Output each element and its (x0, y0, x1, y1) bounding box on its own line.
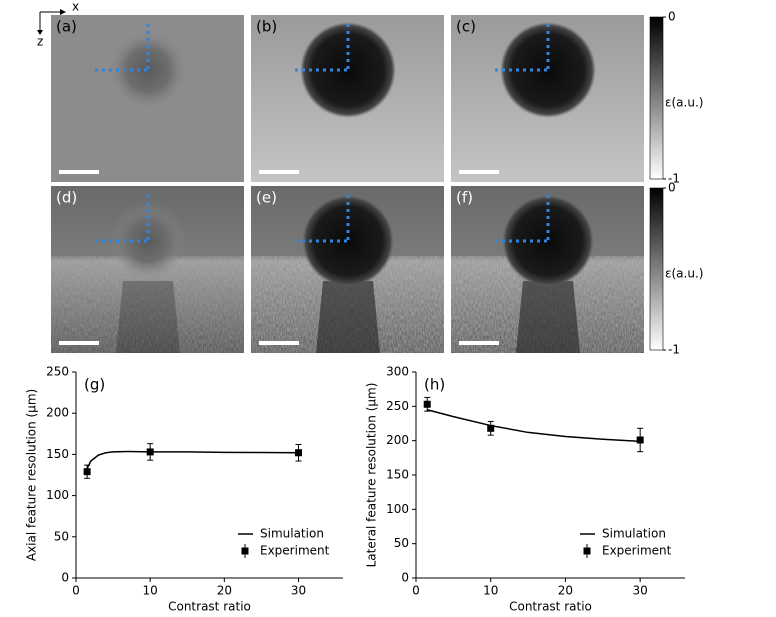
marker (83, 468, 91, 476)
colorbar (649, 187, 664, 351)
y-tick-label: 50 (394, 536, 409, 550)
inclusion (110, 203, 186, 279)
scale-bar (259, 341, 299, 345)
colorbar-tick-label: 0 (668, 181, 676, 195)
panel-label: (e) (256, 189, 277, 207)
scale-bar (459, 341, 499, 345)
marker (636, 436, 644, 444)
shadow (116, 281, 180, 353)
y-tick-label: 200 (46, 406, 69, 420)
colorbar-label: ε(a.u.) (665, 267, 703, 281)
marker (146, 448, 154, 456)
x-tick-label: 30 (633, 584, 648, 598)
y-tick-label: 100 (46, 488, 69, 502)
y-tick-label: 300 (386, 365, 409, 379)
axis-label: z (37, 35, 43, 49)
x-tick-label: 30 (291, 584, 306, 598)
arrow-head (37, 30, 43, 35)
y-tick-label: 150 (46, 447, 69, 461)
y-tick-label: 100 (386, 502, 409, 516)
y-tick-label: 0 (61, 571, 69, 585)
panel-label: (c) (456, 18, 476, 36)
y-tick-label: 50 (54, 529, 69, 543)
inclusion (502, 195, 594, 287)
shadow (516, 281, 580, 353)
scale-bar (59, 170, 99, 174)
colorbar-tick-label: -1 (668, 343, 680, 357)
legend-label: Experiment (260, 544, 330, 558)
inclusion (302, 195, 394, 287)
y-tick-label: 250 (46, 365, 69, 379)
marker (487, 424, 495, 432)
panel-label: (d) (56, 189, 77, 207)
inclusion (108, 30, 188, 110)
marker (295, 449, 302, 457)
panel-label: (f) (456, 189, 473, 207)
simulation-line (86, 450, 299, 469)
colorbar-tick-label: -1 (668, 172, 680, 186)
image-panel: (a) (51, 15, 244, 182)
panel-label: (h) (424, 376, 445, 394)
simulation-line (427, 409, 641, 443)
image-panel: (b) (251, 15, 444, 182)
scale-bar (259, 170, 299, 174)
legend-symbol (583, 547, 591, 555)
colorbar (649, 16, 664, 180)
shadow (316, 281, 380, 353)
x-axis-label: Contrast ratio (168, 600, 251, 614)
panel-label: (g) (84, 376, 105, 394)
axis-label: x (72, 0, 79, 14)
y-tick-label: 250 (386, 399, 409, 413)
x-tick-label: 10 (143, 584, 158, 598)
panel-label: (b) (256, 18, 277, 36)
colorbar-label: ε(a.u.) (665, 96, 703, 110)
inclusion (500, 22, 596, 118)
x-tick-label: 20 (558, 584, 573, 598)
inclusion (300, 22, 396, 118)
y-tick-label: 200 (386, 433, 409, 447)
x-axis-label: Contrast ratio (509, 600, 592, 614)
legend-label: Simulation (602, 527, 666, 541)
scale-bar (459, 170, 499, 174)
y-tick-label: 150 (386, 468, 409, 482)
legend-label: Experiment (602, 544, 672, 558)
x-tick-label: 0 (412, 584, 420, 598)
y-tick-label: 0 (401, 571, 409, 585)
colorbar-tick-label: 0 (668, 10, 676, 24)
x-tick-label: 20 (217, 584, 232, 598)
scale-bar (59, 341, 99, 345)
legend-symbol (241, 547, 249, 555)
x-tick-label: 0 (72, 584, 80, 598)
y-axis-label: Axial feature resolution (μm) (25, 389, 39, 561)
image-panel: (c) (451, 15, 644, 182)
legend-label: Simulation (260, 527, 324, 541)
panel-label: (a) (56, 18, 77, 36)
image-panel: (e) (251, 186, 444, 353)
marker (423, 400, 431, 408)
y-axis-label: Lateral feature resolution (μm) (365, 383, 379, 568)
image-panel: (d) (51, 186, 244, 353)
image-panel: (f) (451, 186, 644, 353)
x-tick-label: 10 (483, 584, 498, 598)
arrow-head (60, 9, 66, 15)
